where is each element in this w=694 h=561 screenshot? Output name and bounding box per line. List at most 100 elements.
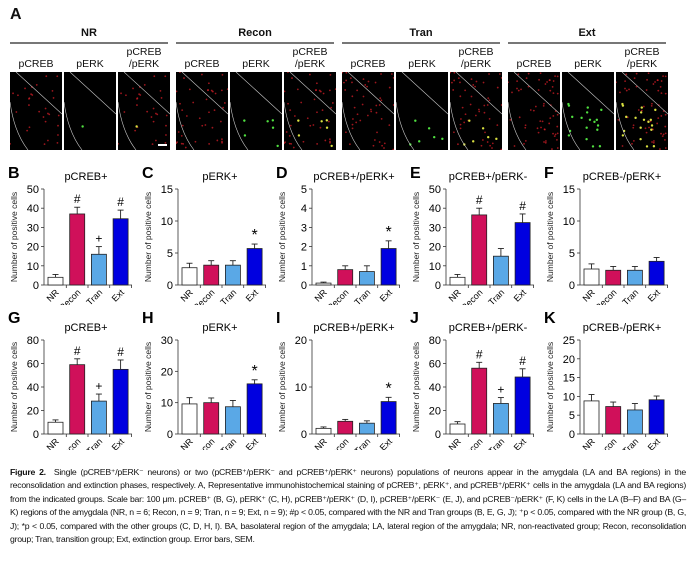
pcreb-cell xyxy=(353,106,356,109)
pcreb-cell xyxy=(664,113,667,116)
bar-recon xyxy=(605,406,622,435)
bar-nr xyxy=(583,400,600,435)
y-tick-label: 1 xyxy=(301,261,307,273)
pcreb-cell xyxy=(153,75,156,78)
pcreb-cell xyxy=(383,147,385,149)
y-tick-label: 20 xyxy=(429,406,441,418)
pcreb-cell xyxy=(288,134,291,137)
pcreb-cell xyxy=(633,77,636,80)
pcreb-cell xyxy=(496,124,499,127)
pcreb-cell xyxy=(56,141,59,144)
pcreb-cell xyxy=(165,134,167,136)
pcreb-cell xyxy=(379,97,382,100)
perk-cell xyxy=(567,104,571,107)
pcreb-cell xyxy=(370,110,373,113)
significance-marker: # xyxy=(476,193,483,207)
pcreb-cell xyxy=(44,107,47,110)
pcreb-cell xyxy=(117,142,119,145)
pcreb-cell xyxy=(516,87,518,90)
pcreb-cell xyxy=(324,139,327,142)
pcreb-cell xyxy=(328,89,331,92)
pcreb-cell xyxy=(554,75,556,78)
pcreb-cell xyxy=(556,113,559,116)
y-tick-label: 0 xyxy=(33,280,39,292)
y-tick-label: 5 xyxy=(167,248,173,260)
pcreb-cell xyxy=(527,85,530,88)
pcreb-cell xyxy=(664,92,667,95)
pcreb-cell xyxy=(517,73,520,76)
x-tick-label: Ext xyxy=(110,287,127,304)
pcreb-cell xyxy=(57,124,59,127)
pcreb-cell xyxy=(165,124,167,127)
pcreb-cell xyxy=(472,84,475,86)
pcreb-cell xyxy=(48,113,51,116)
pcreb-cell xyxy=(664,75,667,78)
region-boundary xyxy=(341,101,361,151)
y-tick-label: 10 xyxy=(27,261,39,273)
pcreb-cell xyxy=(205,98,208,101)
micrograph-tran-perk xyxy=(395,71,449,151)
y-tick-label: 40 xyxy=(27,382,39,394)
bar-tran xyxy=(225,264,241,286)
pcreb-cell xyxy=(375,111,378,114)
pcreb-cell xyxy=(496,86,499,89)
pcreb-cell xyxy=(527,72,530,75)
pcreb-cell xyxy=(486,141,489,143)
pcreb-cell xyxy=(520,88,522,91)
region-boundary xyxy=(69,71,117,115)
bar-recon xyxy=(337,269,354,286)
x-tick-label: Tran xyxy=(620,287,640,305)
pcreb-cell xyxy=(123,111,126,113)
group-header-recon: Recon xyxy=(176,27,334,44)
x-tick-label: Ext xyxy=(512,436,529,450)
pcreb-cell xyxy=(214,92,217,95)
pcreb-cell xyxy=(322,92,325,95)
bar-ext xyxy=(380,248,397,286)
perk-cell xyxy=(596,128,599,131)
pcreb-cell xyxy=(662,133,665,136)
pcreb-cell xyxy=(367,80,370,83)
pcreb-cell xyxy=(540,126,542,129)
pcreb-cell xyxy=(181,124,184,127)
bar-nr xyxy=(315,427,332,435)
y-tick-label: 15 xyxy=(161,184,173,196)
x-tick-label: Ext xyxy=(110,436,127,450)
pcreb-cell xyxy=(660,115,663,117)
y-tick-label: 30 xyxy=(27,222,39,234)
group-title: NR xyxy=(81,27,97,39)
pcreb-cell xyxy=(464,89,467,92)
pcreb-cell xyxy=(645,89,648,91)
y-tick-label: 40 xyxy=(429,203,441,215)
channel-label: pCREB /pERK xyxy=(292,46,328,70)
region-boundary xyxy=(175,101,195,151)
panel-letter: K xyxy=(544,310,556,327)
region-boundary xyxy=(15,71,63,115)
y-tick-label: 30 xyxy=(161,335,173,347)
pcreb-cell xyxy=(134,129,137,132)
pcreb-cell xyxy=(309,73,311,76)
pcreb-cell xyxy=(179,102,181,105)
pcreb-cell xyxy=(351,123,354,126)
pcreb-cell xyxy=(652,83,655,85)
perk-cell xyxy=(593,120,596,124)
panel-letter: I xyxy=(276,310,280,327)
pcreb-cell xyxy=(464,113,467,116)
region-boundary xyxy=(621,71,669,115)
perk-cell xyxy=(642,118,646,121)
perk-cell xyxy=(580,116,583,120)
caption-label: Figure 2. xyxy=(10,467,46,477)
perk-cell xyxy=(472,140,475,143)
region-boundary xyxy=(117,101,137,151)
pcreb-cell xyxy=(621,145,624,147)
scale-bar xyxy=(158,144,167,146)
bar-recon xyxy=(471,367,488,435)
y-tick-label: 40 xyxy=(27,203,39,215)
perk-cell xyxy=(325,126,329,129)
pcreb-cell xyxy=(656,79,659,82)
chart-title: pCREB-/pERK+ xyxy=(583,171,662,183)
pcreb-cell xyxy=(546,81,548,83)
pcreb-cell xyxy=(524,124,527,127)
